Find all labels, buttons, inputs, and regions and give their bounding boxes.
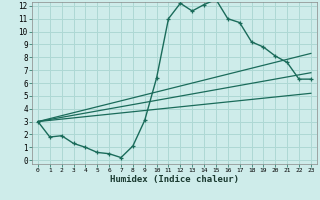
X-axis label: Humidex (Indice chaleur): Humidex (Indice chaleur) [110, 175, 239, 184]
